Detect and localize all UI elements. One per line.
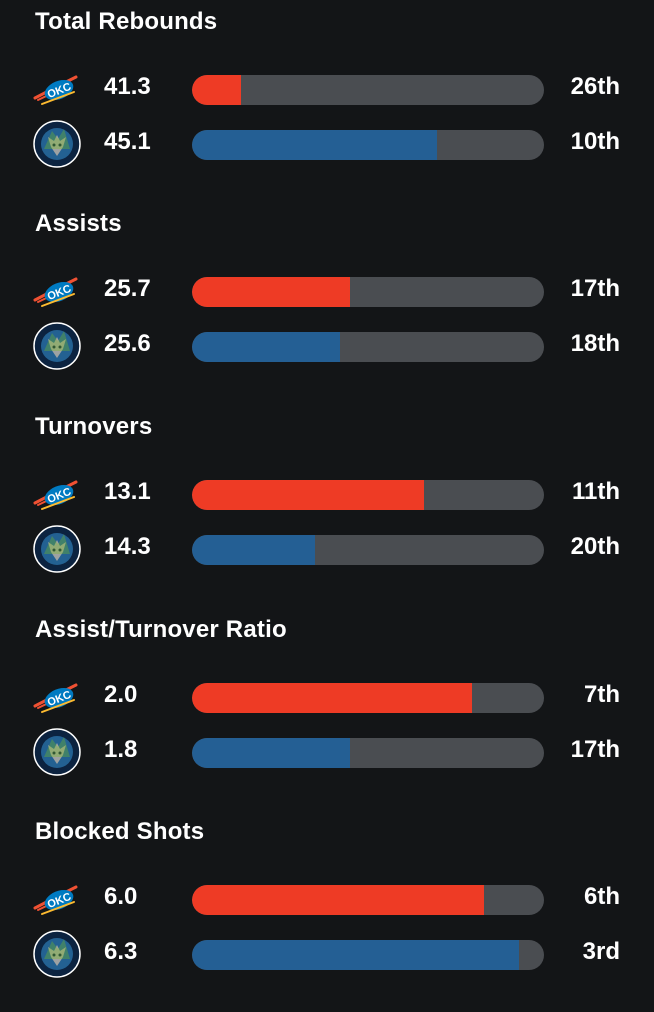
minnesota-timberwolves-logo-icon xyxy=(32,119,82,169)
stat-bar-track xyxy=(192,480,544,510)
stat-section: Assist/Turnover Ratio 2.0 7th 1.8 17th xyxy=(0,608,654,810)
league-rank: 17th xyxy=(570,736,620,763)
stat-value: 25.6 xyxy=(104,330,151,357)
stat-value: 14.3 xyxy=(104,533,151,560)
stat-value: 2.0 xyxy=(104,681,138,708)
stat-value: 6.0 xyxy=(104,883,138,910)
minnesota-timberwolves-logo-icon xyxy=(32,321,82,371)
stat-value: 41.3 xyxy=(104,73,151,100)
stat-section: Turnovers 13.1 11th 14.3 20th xyxy=(0,405,654,607)
minnesota-timberwolves-logo-icon xyxy=(32,929,82,979)
stat-section: Blocked Shots 6.0 6th 6.3 3rd xyxy=(0,810,654,1012)
team-stat-row: 25.6 18th xyxy=(0,315,654,371)
stat-section: Assists 25.7 17th 25.6 18th xyxy=(0,202,654,404)
league-rank: 18th xyxy=(570,330,620,357)
stat-bar-fill xyxy=(192,738,351,768)
league-rank: 6th xyxy=(584,883,620,910)
stat-bar-fill xyxy=(192,940,520,970)
team-stat-row: 1.8 17th xyxy=(0,721,654,777)
okc-thunder-logo-icon xyxy=(32,469,82,519)
stat-title: Assists xyxy=(35,210,122,237)
stat-value: 25.7 xyxy=(104,275,151,302)
league-rank: 11th xyxy=(571,478,620,505)
stat-section: Total Rebounds 41.3 26th 45.1 10th xyxy=(0,0,654,202)
stat-value: 45.1 xyxy=(104,128,151,155)
league-rank: 10th xyxy=(570,128,620,155)
league-rank: 7th xyxy=(584,681,620,708)
stat-title: Assist/Turnover Ratio xyxy=(35,616,287,643)
stat-value: 6.3 xyxy=(104,938,138,965)
stat-bar-track xyxy=(192,535,544,565)
stat-bar-track xyxy=(192,738,544,768)
team-stat-row: 14.3 20th xyxy=(0,518,654,574)
league-rank: 20th xyxy=(570,533,620,560)
team-stat-row: 45.1 10th xyxy=(0,113,654,169)
team-stat-row: 41.3 26th xyxy=(0,58,654,114)
okc-thunder-logo-icon xyxy=(32,266,82,316)
stat-bar-track xyxy=(192,332,544,362)
stat-title: Total Rebounds xyxy=(35,8,218,35)
team-stat-row: 6.3 3rd xyxy=(0,923,654,979)
minnesota-timberwolves-logo-icon xyxy=(32,727,82,777)
team-stat-row: 25.7 17th xyxy=(0,260,654,316)
league-rank: 17th xyxy=(570,275,620,302)
stat-bar-track xyxy=(192,885,544,915)
stat-bar-fill xyxy=(192,277,351,307)
stat-title: Blocked Shots xyxy=(35,818,205,845)
stat-bar-fill xyxy=(192,480,425,510)
stat-bar-track xyxy=(192,683,544,713)
stat-bar-fill xyxy=(192,885,485,915)
league-rank: 26th xyxy=(570,73,620,100)
stat-bar-fill xyxy=(192,130,437,160)
stat-bar-fill xyxy=(192,75,242,105)
stat-value: 13.1 xyxy=(104,478,151,505)
team-stat-row: 2.0 7th xyxy=(0,666,654,722)
okc-thunder-logo-icon xyxy=(32,672,82,722)
team-stat-row: 6.0 6th xyxy=(0,868,654,924)
stat-bar-track xyxy=(192,75,544,105)
stat-bar-fill xyxy=(192,535,316,565)
okc-thunder-logo-icon xyxy=(32,64,82,114)
league-rank: 3rd xyxy=(582,938,620,965)
stat-bar-track xyxy=(192,277,544,307)
stat-bar-track xyxy=(192,130,544,160)
okc-thunder-logo-icon xyxy=(32,874,82,924)
stat-bar-fill xyxy=(192,332,340,362)
stat-bar-fill xyxy=(192,683,472,713)
stat-title: Turnovers xyxy=(35,413,153,440)
minnesota-timberwolves-logo-icon xyxy=(32,524,82,574)
stat-bar-track xyxy=(192,940,544,970)
team-stat-row: 13.1 11th xyxy=(0,463,654,519)
stat-value: 1.8 xyxy=(104,736,138,763)
